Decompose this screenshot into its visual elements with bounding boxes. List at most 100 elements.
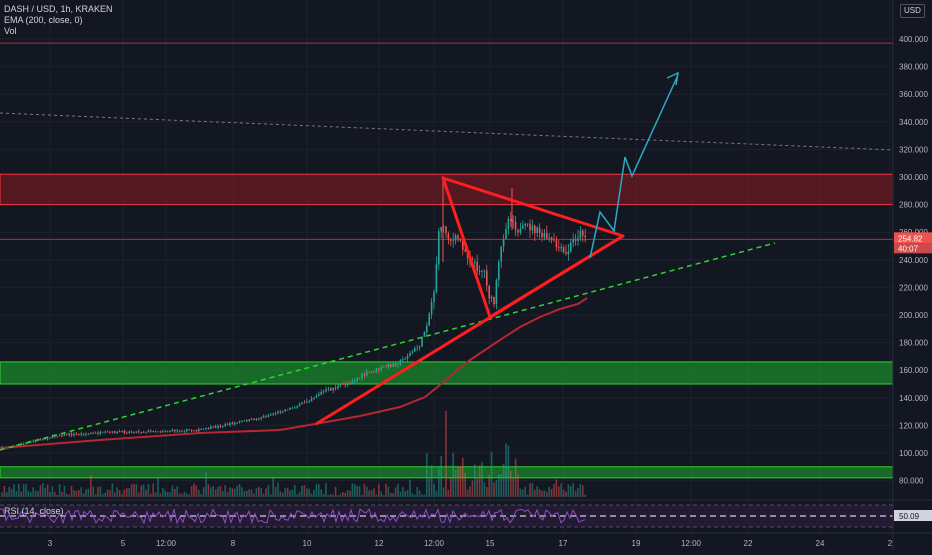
volume-bar	[536, 486, 538, 497]
volume-bar	[301, 485, 303, 497]
candle-body	[358, 377, 361, 379]
candle-body	[183, 431, 186, 433]
candle-body	[517, 229, 519, 233]
candle-body	[277, 411, 279, 414]
candle-body	[452, 240, 454, 242]
volume-bar	[291, 489, 294, 497]
candle-body	[162, 431, 164, 433]
volume-layer	[1, 410, 586, 497]
volume-bar	[462, 457, 464, 497]
volume-bar	[378, 484, 380, 497]
candle-body	[231, 422, 234, 425]
candle-body	[42, 438, 44, 441]
candle-body	[236, 422, 238, 424]
volume-bar	[200, 494, 202, 497]
candle-body	[462, 240, 464, 250]
volume-bar	[121, 493, 123, 497]
candle-body	[260, 417, 262, 419]
candle-body	[286, 409, 289, 411]
candle-body	[488, 285, 490, 299]
volume-bar	[13, 484, 15, 497]
volume-bar	[522, 489, 524, 497]
volume-bar	[375, 494, 378, 497]
candle-body	[572, 239, 574, 243]
volume-bar	[195, 485, 198, 497]
volume-bar	[102, 493, 104, 497]
candle-body	[154, 431, 157, 433]
volume-bar	[6, 492, 8, 497]
volume-bar	[507, 445, 510, 497]
symbol-legend[interactable]: DASH / USD, 1h, KRAKEN	[4, 4, 113, 14]
candle-body	[147, 430, 150, 433]
volume-bar	[212, 485, 214, 497]
candle-body	[301, 402, 303, 405]
volume-bar	[306, 488, 308, 497]
candle-body	[229, 422, 231, 426]
volume-bar	[373, 488, 375, 497]
candle-body	[320, 391, 322, 395]
candle-body	[370, 371, 373, 373]
last-price-value: 254.82	[898, 234, 923, 243]
volume-bar	[190, 486, 193, 497]
rsi-legend[interactable]: RSI (14, close)	[4, 506, 64, 516]
candle-body	[44, 438, 46, 440]
volume-bar	[438, 466, 440, 497]
candle-body	[207, 427, 210, 429]
volume-bar	[265, 488, 267, 497]
volume-bar	[68, 494, 70, 497]
candle-body	[529, 223, 531, 231]
time-axis[interactable]: 3 5 12:00 8 10 12 12:00 15 17 19 12:00 22 24 2	[48, 539, 893, 548]
candle-body	[270, 414, 272, 416]
price-tick-label: 100.000	[899, 449, 928, 458]
volume-bar	[406, 490, 409, 497]
candle-body	[205, 427, 207, 429]
volume-bar	[30, 492, 32, 497]
candle-body	[538, 227, 541, 233]
price-axis[interactable]: 80.000 100.000 120.000 140.000 160.000 180.00…	[892, 0, 932, 550]
candle-body	[92, 432, 94, 434]
candle-body	[534, 225, 536, 234]
dotted-trend-line	[0, 112, 894, 151]
volume-bar	[10, 488, 13, 497]
volume-bar	[238, 483, 241, 497]
candle-body	[325, 389, 327, 392]
volume-bar	[58, 484, 61, 497]
currency-button[interactable]: USD	[900, 4, 925, 18]
candle-body	[210, 426, 212, 429]
volume-bar	[162, 487, 164, 497]
volume-bar	[289, 490, 291, 497]
volume-bar	[402, 486, 404, 497]
candle-body	[99, 431, 102, 434]
candle-body	[306, 401, 308, 403]
candle-body	[430, 302, 433, 315]
candle-body	[176, 430, 178, 432]
candle-body	[387, 364, 390, 368]
price-tick-label: 180.000	[899, 339, 928, 348]
last-price-tag	[894, 232, 932, 244]
candle-body	[486, 270, 488, 286]
volume-bar	[142, 484, 145, 497]
candle-body	[303, 402, 306, 404]
volume-bar	[548, 486, 550, 497]
candle-body	[106, 431, 109, 433]
volume-bar	[183, 491, 186, 497]
ema-legend[interactable]: EMA (200, close, 0)	[4, 15, 83, 25]
volume-bar	[140, 485, 142, 497]
candle-body	[418, 346, 421, 348]
volume-bar	[37, 491, 39, 497]
volume-bar	[546, 492, 548, 497]
volume-bar	[255, 488, 258, 497]
candle-body	[414, 348, 416, 352]
candle-body	[385, 366, 387, 368]
volume-bar	[202, 487, 205, 497]
price-tick-label: 200.000	[899, 311, 928, 320]
candle-body	[507, 218, 510, 229]
volume-legend[interactable]: Vol	[4, 26, 17, 36]
candle-body	[128, 431, 130, 433]
volume-bar	[229, 487, 231, 497]
volume-bar	[370, 489, 373, 497]
candle-body	[258, 418, 260, 420]
volume-bar	[42, 483, 44, 497]
